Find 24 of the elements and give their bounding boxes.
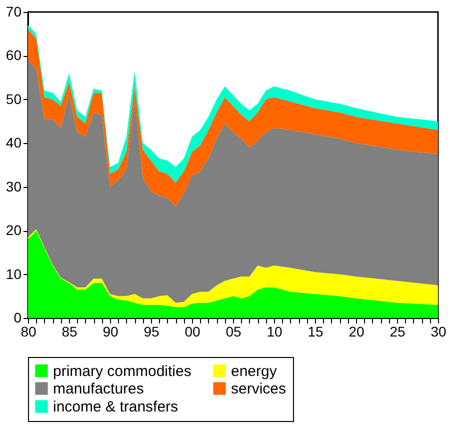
x-tick-label: 00 — [184, 324, 200, 340]
y-tick-label: 30 — [6, 178, 22, 194]
x-tick-label: 90 — [102, 324, 118, 340]
x-tick-label: 15 — [308, 324, 324, 340]
y-tick-label: 10 — [6, 266, 22, 282]
x-tick-label: 80 — [20, 324, 36, 340]
y-tick-label: 20 — [6, 222, 22, 238]
y-tick-label: 60 — [6, 47, 22, 64]
legend-label: energy — [231, 362, 278, 380]
x-tick-label: 30 — [430, 324, 446, 340]
legend-label: manufactures — [53, 380, 144, 398]
y-tick-label: 70 — [6, 4, 22, 20]
x-tick-label: 20 — [348, 324, 364, 340]
y-tick-label: 0 — [14, 310, 22, 326]
legend-label: primary commodities — [53, 362, 192, 380]
x-tick-label: 05 — [226, 324, 242, 340]
x-tick-label: 10 — [266, 324, 282, 340]
legend-label: income & transfers — [53, 398, 178, 416]
x-tick-label: 85 — [62, 324, 78, 340]
x-tick-label: 95 — [144, 324, 160, 340]
y-tick-label: 50 — [6, 90, 22, 107]
legend-label: services — [231, 380, 286, 398]
x-tick-label: 25 — [390, 324, 406, 340]
y-tick-label: 40 — [6, 134, 22, 151]
